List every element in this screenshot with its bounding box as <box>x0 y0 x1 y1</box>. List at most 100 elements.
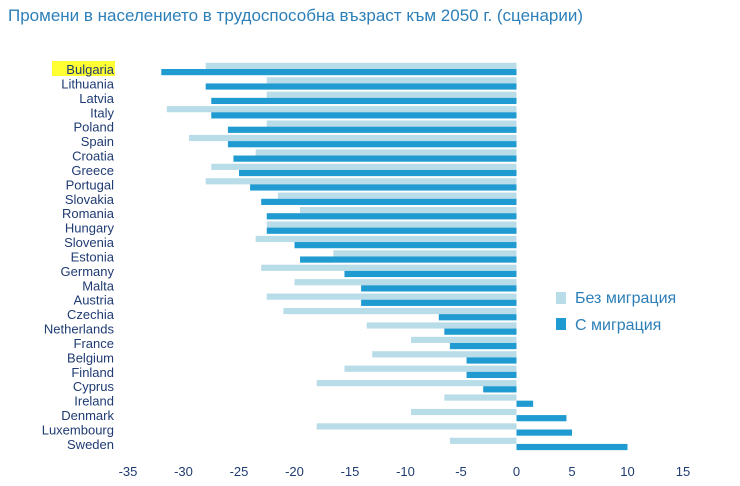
category-label-italy: Italy <box>90 105 114 120</box>
bar-no-migration-netherlands <box>366 322 517 329</box>
bar-no-migration-france <box>411 336 517 343</box>
bar-no-migration-malta <box>294 279 517 286</box>
bar-with-migration-portugal <box>250 184 517 191</box>
x-axis-ticks: -35 -30 -25 -20 -15 -10 -5 0 5 10 15 <box>119 464 691 479</box>
category-label-france: France <box>74 336 114 351</box>
bar-with-migration-hungary <box>266 227 517 234</box>
bar-no-migration-hungary <box>266 221 517 228</box>
category-label-czechia: Czechia <box>67 307 115 322</box>
x-tick-label: -15 <box>341 464 360 479</box>
category-label-ireland: Ireland <box>74 394 114 409</box>
bar-with-migration-malta <box>361 285 517 292</box>
bar-no-migration-czechia <box>283 307 517 315</box>
legend-swatch-with-migration <box>556 318 566 330</box>
bar-no-migration-slovenia <box>255 235 517 243</box>
bar-with-migration-netherlands <box>444 328 517 335</box>
category-label-malta: Malta <box>82 278 115 293</box>
category-label-finland: Finland <box>71 365 114 380</box>
category-label-latvia: Latvia <box>79 91 114 106</box>
x-tick-label: 10 <box>620 464 634 479</box>
bar-with-migration-slovakia <box>261 198 517 205</box>
category-label-portugal: Portugal <box>66 177 115 192</box>
chart-title: Промени в населението в трудоспособна въ… <box>8 6 584 25</box>
category-label-bulgaria: Bulgaria <box>66 62 114 77</box>
bar-no-migration-portugal <box>205 178 517 185</box>
bar-no-migration-cyprus <box>316 380 517 387</box>
category-label-spain: Spain <box>81 134 114 149</box>
category-label-hungary: Hungary <box>65 221 115 236</box>
bar-with-migration-france <box>449 342 517 350</box>
bar-with-migration-croatia <box>233 155 517 162</box>
legend-label-with-migration: С миграция <box>575 317 661 334</box>
x-tick-label: -35 <box>119 464 138 479</box>
bar-no-migration-austria <box>266 293 517 300</box>
bar-with-migration-finland <box>466 371 517 379</box>
bar-no-migration-italy <box>166 106 517 113</box>
bar-no-migration-belgium <box>372 351 517 358</box>
bar-with-migration-latvia <box>211 97 517 105</box>
bar-no-migration-estonia <box>333 250 517 257</box>
bar-no-migration-slovakia <box>277 192 517 199</box>
bar-no-migration-finland <box>344 365 517 372</box>
bar-with-migration-greece <box>239 169 517 177</box>
bar-no-migration-germany <box>261 264 517 271</box>
bar-no-migration-poland <box>266 120 517 127</box>
x-tick-label: -5 <box>455 464 467 479</box>
x-tick-label: 5 <box>568 464 575 479</box>
category-labels: BulgariaLithuaniaLatviaItalyPolandSpainC… <box>42 61 115 452</box>
category-label-austria: Austria <box>74 293 115 308</box>
bar-with-migration-slovenia <box>294 242 517 249</box>
bar-with-migration-austria <box>361 299 517 306</box>
bar-no-migration-luxembourg <box>316 423 517 430</box>
bar-no-migration-romania <box>300 207 517 214</box>
bar-no-migration-sweden <box>449 437 517 444</box>
bar-no-migration-spain <box>189 134 517 142</box>
bar-with-migration-denmark <box>516 415 567 422</box>
category-label-slovakia: Slovakia <box>65 192 115 207</box>
category-label-cyprus: Cyprus <box>73 379 115 394</box>
category-label-lithuania: Lithuania <box>61 76 115 91</box>
bar-with-migration-cyprus <box>483 386 517 393</box>
bar-with-migration-ireland <box>516 400 534 407</box>
bar-with-migration-sweden <box>516 443 628 451</box>
bar-with-migration-lithuania <box>205 83 517 90</box>
legend: Без миграция С миграция <box>556 290 676 334</box>
bar-no-migration-ireland <box>444 394 517 401</box>
x-tick-label: 15 <box>676 464 690 479</box>
bar-no-migration-lithuania <box>266 77 517 84</box>
category-label-greece: Greece <box>71 163 114 178</box>
bar-with-migration-belgium <box>466 357 517 364</box>
bar-with-migration-spain <box>227 141 517 148</box>
category-label-denmark: Denmark <box>61 408 114 423</box>
bar-with-migration-czechia <box>438 314 517 321</box>
category-label-luxembourg: Luxembourg <box>42 423 114 438</box>
bar-with-migration-poland <box>227 126 517 133</box>
category-label-croatia: Croatia <box>72 149 115 164</box>
bar-no-migration-croatia <box>255 149 517 156</box>
bar-no-migration-denmark <box>411 408 517 416</box>
bar-with-migration-italy <box>211 112 517 119</box>
category-label-sweden: Sweden <box>67 437 114 452</box>
bar-with-migration-luxembourg <box>516 429 572 436</box>
bar-no-migration-greece <box>211 163 517 170</box>
bar-with-migration-bulgaria <box>161 69 517 76</box>
category-label-poland: Poland <box>74 120 114 135</box>
x-tick-label: -30 <box>174 464 193 479</box>
category-label-netherlands: Netherlands <box>44 322 115 337</box>
category-label-belgium: Belgium <box>67 350 114 365</box>
bar-with-migration-romania <box>266 213 517 220</box>
category-label-slovenia: Slovenia <box>64 235 115 250</box>
category-label-romania: Romania <box>62 206 115 221</box>
x-tick-label: -20 <box>285 464 304 479</box>
x-tick-label: 0 <box>513 464 520 479</box>
bars <box>161 62 628 451</box>
bar-no-migration-latvia <box>266 91 517 98</box>
legend-swatch-no-migration <box>556 292 566 304</box>
x-tick-label: -10 <box>396 464 415 479</box>
bar-with-migration-germany <box>344 270 517 278</box>
legend-label-no-migration: Без миграция <box>575 290 676 307</box>
highlight-bulgaria <box>52 61 115 76</box>
category-label-germany: Germany <box>61 264 115 279</box>
bar-no-migration-bulgaria <box>205 62 517 69</box>
